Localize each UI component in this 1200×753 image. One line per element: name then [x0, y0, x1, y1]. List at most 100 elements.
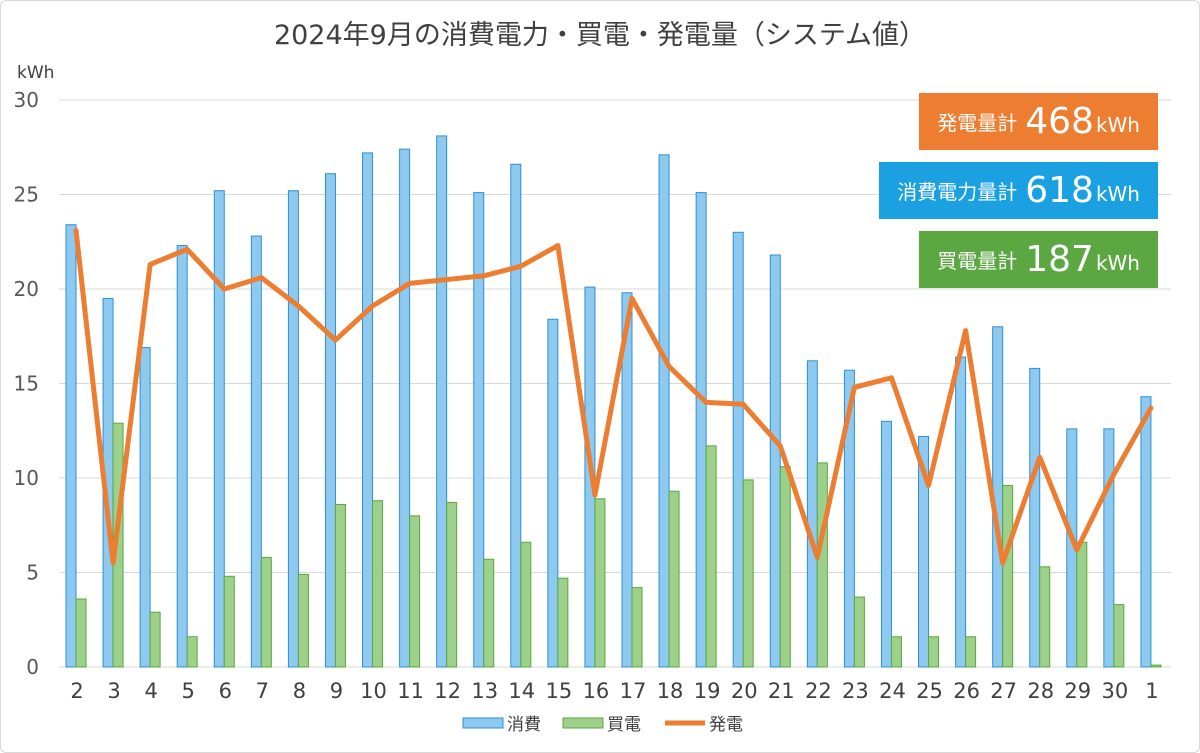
bar-consumption	[769, 254, 781, 668]
legend-swatch-purchase	[562, 717, 604, 729]
y-tick-label: 0	[26, 655, 39, 679]
x-tick-label: 20	[731, 679, 758, 703]
purchase-total-label: 買電量計	[937, 249, 1018, 273]
generation-total-value: 468	[1025, 101, 1094, 142]
bar-consumption	[65, 224, 77, 668]
x-tick-label: 22	[805, 679, 832, 703]
bar-purchase	[1113, 604, 1125, 668]
bar-purchase	[816, 462, 828, 668]
y-tick-label: 30	[14, 88, 39, 112]
x-tick-label: 24	[879, 679, 906, 703]
generation-total-label: 発電量計	[937, 111, 1018, 135]
bar-consumption	[213, 190, 225, 668]
y-tick-label: 15	[14, 372, 39, 396]
x-axis-ticks: 2 3 4 5 6 7 8 9 10 11 12 13 14 15 16 17 18 19 20 21 22 23 24 25…	[70, 679, 1158, 703]
x-tick-label: 12	[434, 679, 461, 703]
bar-purchase	[965, 636, 977, 668]
x-tick-label: 14	[508, 679, 535, 703]
y-tick-label: 25	[14, 183, 39, 207]
y-tick-label: 5	[26, 561, 39, 585]
x-tick-label: 30	[1101, 679, 1128, 703]
bar-purchase	[186, 636, 198, 668]
bar-consumption	[287, 190, 299, 668]
bar-consumption	[176, 245, 188, 668]
purchase-total-badge: 買電量計 187 kWh	[919, 231, 1158, 288]
gridlines	[59, 99, 1171, 668]
x-tick-label: 13	[471, 679, 498, 703]
bar-consumption	[510, 163, 522, 668]
consumption-total-unit: kWh	[1095, 181, 1140, 206]
x-tick-label: 6	[219, 679, 232, 703]
x-tick-label: 28	[1027, 679, 1054, 703]
x-tick-label: 27	[990, 679, 1017, 703]
x-tick-label: 11	[397, 679, 424, 703]
x-tick-label: 3	[107, 679, 120, 703]
generation-line	[73, 227, 1154, 566]
consumption-total-value: 618	[1025, 170, 1094, 211]
bar-purchase	[223, 575, 235, 668]
x-tick-label: 17	[620, 679, 647, 703]
x-tick-label: 26	[953, 679, 980, 703]
bar-consumption	[732, 231, 744, 668]
purchase-total-unit: kWh	[1095, 250, 1140, 275]
y-axis-unit: kWh	[17, 63, 54, 83]
bar-purchase	[483, 558, 495, 668]
bar-purchase	[297, 573, 309, 668]
bar-purchase	[853, 596, 865, 668]
x-tick-label: 8	[293, 679, 306, 703]
x-tick-label: 4	[144, 679, 157, 703]
bar-consumption	[1029, 367, 1041, 668]
x-tick-label: 5	[182, 679, 195, 703]
y-tick-label: 10	[14, 466, 39, 490]
bar-purchase	[557, 577, 569, 668]
x-tick-label: 7	[256, 679, 269, 703]
bar-consumption	[695, 192, 707, 668]
x-tick-label: 19	[694, 679, 721, 703]
legend-swatch-consumption	[462, 717, 504, 729]
bar-purchase	[1002, 485, 1014, 668]
bar-consumption	[880, 420, 892, 668]
x-tick-label: 23	[842, 679, 869, 703]
x-tick-label: 21	[768, 679, 795, 703]
bar-purchase	[372, 500, 384, 668]
y-axis-ticks: 0 5 10 15 20 25 30	[14, 88, 39, 679]
chart-title: 2024年9月の消費電力・買電・発電量（システム値）	[274, 20, 926, 51]
x-tick-label: 16	[583, 679, 610, 703]
bar-purchase	[594, 498, 606, 668]
bar-consumption	[139, 347, 151, 668]
bar-purchase	[890, 636, 902, 668]
line-generation	[73, 227, 1154, 566]
bar-purchase	[520, 541, 532, 668]
y-tick-label: 20	[14, 277, 39, 301]
x-tick-label: 10	[360, 679, 387, 703]
bar-consumption	[436, 135, 448, 668]
bar-purchase	[446, 502, 458, 668]
x-tick-label: 1	[1145, 679, 1158, 703]
bar-consumption	[918, 435, 930, 668]
purchase-total-value: 187	[1025, 239, 1094, 280]
generation-total-unit: kWh	[1095, 112, 1140, 137]
legend: 消費 買電 発電	[462, 715, 743, 735]
bar-consumption	[806, 360, 818, 668]
generation-total-badge: 発電量計 468 kWh	[919, 93, 1158, 150]
bar-purchase	[631, 587, 643, 668]
bar-consumption	[324, 173, 336, 668]
bar-consumption	[547, 318, 559, 668]
bar-consumption	[843, 369, 855, 668]
bar-purchase	[334, 503, 346, 668]
bar-consumption	[1103, 428, 1115, 668]
x-tick-label: 18	[657, 679, 684, 703]
x-tick-label: 29	[1064, 679, 1091, 703]
legend-label-consumption: 消費	[507, 715, 541, 735]
consumption-total-badge: 消費電力量計 618 kWh	[879, 162, 1158, 219]
bar-consumption	[473, 192, 485, 668]
bar-purchase	[1076, 541, 1088, 668]
x-tick-label: 25	[916, 679, 943, 703]
bar-purchase	[779, 466, 791, 668]
bar-consumption	[658, 154, 670, 668]
consumption-total-label: 消費電力量計	[897, 180, 1018, 204]
legend-label-generation: 発電	[709, 715, 743, 735]
bar-purchase	[75, 598, 87, 668]
